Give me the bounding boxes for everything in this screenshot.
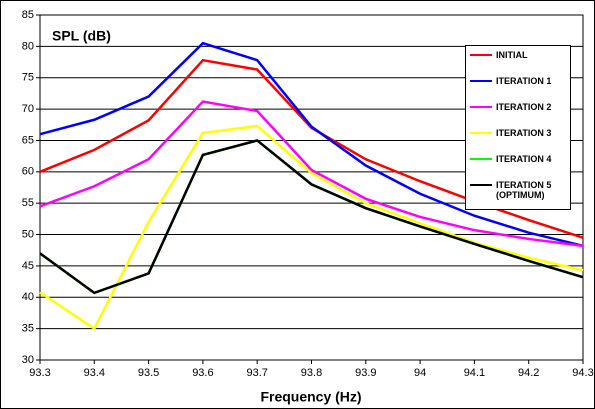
legend-item: ITERATION 4 <box>468 154 568 180</box>
x-tick-label: 93.4 <box>84 367 105 379</box>
x-tick-label: 94 <box>414 367 426 379</box>
legend-swatch <box>470 184 492 186</box>
y-tick-label: 45 <box>22 260 34 272</box>
x-tick-label: 93.6 <box>192 367 213 379</box>
legend-swatch <box>470 106 492 108</box>
x-tick-label: 93.7 <box>246 367 267 379</box>
legend-item: ITERATION 2 <box>468 102 568 128</box>
x-tick-label: 94.1 <box>464 367 485 379</box>
series-line <box>39 139 584 295</box>
x-tick-label: 93.3 <box>29 367 50 379</box>
legend-swatch <box>470 158 492 160</box>
y-tick-label: 75 <box>22 72 34 84</box>
legend-item: ITERATION 5 (OPTIMUM) <box>468 180 568 206</box>
legend: INITIAL ITERATION 1 ITERATION 2 ITERATION 3… <box>465 45 571 210</box>
legend-swatch <box>470 80 492 82</box>
y-tick-label: 35 <box>22 323 34 335</box>
legend-item: ITERATION 3 <box>468 128 568 154</box>
y-tick-label: 80 <box>22 40 34 52</box>
y-tick-label: 55 <box>22 197 34 209</box>
legend-label: ITERATION 2 <box>496 102 552 112</box>
y-tick-label: 85 <box>22 9 34 21</box>
series-line <box>39 124 584 331</box>
legend-label: ITERATION 3 <box>496 128 552 138</box>
plot-border <box>39 14 584 361</box>
chart-title: SPL (dB) <box>52 28 111 44</box>
x-tick-label: 94.3 <box>572 367 593 379</box>
legend-swatch <box>470 54 492 56</box>
legend-item: ITERATION 1 <box>468 76 568 102</box>
x-tick-label: 93.8 <box>301 367 322 379</box>
series-line <box>39 41 584 248</box>
legend-label: ITERATION 4 <box>496 154 552 164</box>
legend-item: INITIAL <box>468 50 568 76</box>
legend-label: ITERATION 1 <box>496 76 552 86</box>
y-tick-label: 50 <box>22 228 34 240</box>
x-tick-label: 93.9 <box>355 367 376 379</box>
legend-swatch <box>470 132 492 134</box>
x-tick-label: 93.5 <box>138 367 159 379</box>
y-tick-label: 65 <box>22 134 34 146</box>
legend-label: INITIAL <box>496 50 528 60</box>
legend-label: ITERATION 5 (OPTIMUM) <box>496 180 552 200</box>
y-tick-label: 70 <box>22 103 34 115</box>
x-axis-label: Frequency (Hz) <box>260 389 361 405</box>
y-tick-label: 60 <box>22 166 34 178</box>
y-tick-label: 40 <box>22 291 34 303</box>
x-tick-label: 94.2 <box>518 367 539 379</box>
series-line <box>39 100 584 248</box>
y-tick-label: 30 <box>22 354 34 366</box>
